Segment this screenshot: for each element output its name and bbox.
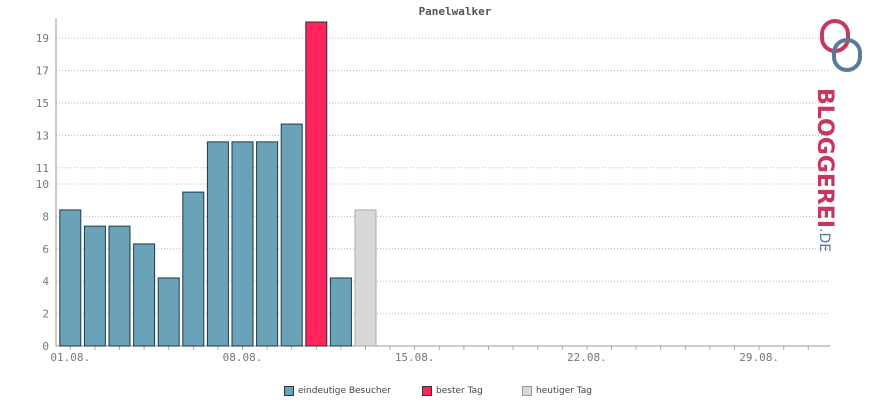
x-tick-label: 08.08.	[223, 351, 263, 364]
bar-day-11	[305, 21, 328, 347]
chart-title: Panelwalker	[418, 5, 492, 18]
legend-label-today: heutiger Tag	[536, 386, 593, 396]
bar-day-12	[329, 277, 352, 347]
logo-rings-icon	[820, 19, 862, 72]
logo-text-suffix: .DE	[816, 228, 832, 253]
x-tick-label: 29.08.	[739, 351, 779, 364]
bar-day-2	[83, 225, 106, 347]
legend-swatch-best-day	[422, 386, 432, 396]
y-tick-label: 10	[36, 178, 49, 191]
bar-day-13	[354, 209, 377, 347]
y-tick-label: 19	[36, 32, 49, 45]
x-tick-label: 15.08.	[395, 351, 435, 364]
legend: eindeutige Besucher bester Tag heutiger …	[0, 386, 870, 400]
x-tick-label: 22.08.	[567, 351, 607, 364]
logo-text-main: BLOGGEREI	[812, 88, 837, 229]
bar-day-4	[133, 243, 156, 347]
y-tick-label: 15	[36, 97, 49, 110]
y-tick-label: 6	[42, 243, 49, 256]
bar-day-7	[206, 141, 229, 347]
legend-item-today: heutiger Tag	[522, 386, 592, 396]
bar-day-8	[231, 141, 254, 347]
bloggerei-logo: BLOGGEREI.DE	[812, 18, 864, 252]
legend-swatch-today	[522, 386, 532, 396]
y-tick-label: 0	[42, 340, 49, 353]
y-tick-label: 17	[36, 65, 49, 78]
y-tick-label: 4	[42, 275, 49, 288]
bar-day-3	[108, 225, 131, 347]
bar-day-9	[256, 141, 279, 347]
y-tick-label: 8	[42, 210, 49, 223]
legend-label-best-day: bester Tag	[436, 386, 483, 396]
legend-label-visitors: eindeutige Besucher	[298, 386, 391, 396]
x-tick-label: 01.08.	[50, 351, 90, 364]
bar-day-5	[157, 277, 180, 347]
legend-item-best-day: bester Tag	[422, 386, 483, 396]
y-tick-label: 2	[42, 308, 49, 321]
legend-item-visitors: eindeutige Besucher	[284, 386, 391, 396]
logo-text: BLOGGEREI.DE	[812, 88, 837, 252]
legend-swatch-visitors	[284, 386, 294, 396]
bar-day-1	[59, 209, 82, 347]
y-tick-label: 11	[36, 162, 49, 175]
bar-day-10	[280, 123, 303, 347]
y-tick-label: 13	[36, 129, 49, 142]
bar-day-6	[182, 191, 205, 347]
